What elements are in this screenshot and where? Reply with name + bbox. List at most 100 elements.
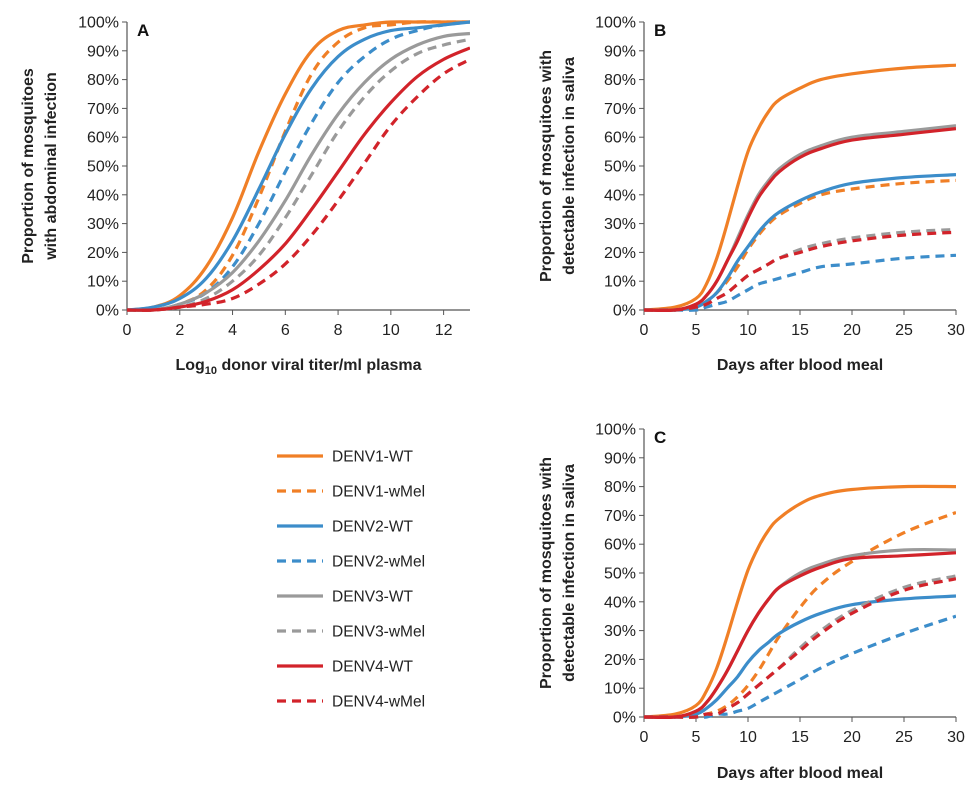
series-line-denv1-wmel xyxy=(644,511,956,719)
y-tick-label: 100% xyxy=(78,15,119,32)
x-tick-label: 25 xyxy=(895,322,913,339)
y-tick-label: 90% xyxy=(604,43,636,60)
x-tick-label: 30 xyxy=(947,322,965,339)
y-tick-label: 30% xyxy=(604,216,636,233)
x-tick-label: 30 xyxy=(947,729,965,746)
x-tick-label: 15 xyxy=(791,729,809,746)
legend-label: DENV4-wMel xyxy=(332,694,425,711)
y-tick-label: 40% xyxy=(604,594,636,611)
x-tick-label: 6 xyxy=(281,322,290,339)
legend-label: DENV4-WT xyxy=(332,659,413,676)
y-tick-label: 10% xyxy=(604,681,636,698)
x-tick-label: 10 xyxy=(739,322,757,339)
y-tick-label: 60% xyxy=(87,130,119,147)
y-tick-label: 70% xyxy=(604,101,636,118)
x-tick-label: 8 xyxy=(334,322,343,339)
x-tick-label: 10 xyxy=(739,729,757,746)
panel-label: B xyxy=(654,21,666,40)
series-line-denv2-wmel xyxy=(127,20,470,313)
y-tick-label: 0% xyxy=(613,303,636,320)
series-line-denv4-wt xyxy=(644,127,956,313)
panel-label: A xyxy=(137,21,149,40)
series-line-denv4-wt xyxy=(127,46,470,312)
x-axis-title: Days after blood meal xyxy=(717,357,883,374)
series-group xyxy=(644,484,956,720)
y-tick-label: 20% xyxy=(604,652,636,669)
legend-label: DENV3-wMel xyxy=(332,624,425,641)
x-tick-label: 20 xyxy=(843,322,861,339)
x-axis-title: Days after blood meal xyxy=(717,765,883,780)
y-tick-label: 0% xyxy=(613,710,636,727)
series-line-denv3-wmel xyxy=(644,227,956,312)
x-tick-label: 5 xyxy=(692,322,701,339)
x-tick-label: 12 xyxy=(435,322,453,339)
y-axis-title: detectable infection in saliva xyxy=(561,57,578,275)
series-line-denv3-wt xyxy=(127,31,470,313)
x-tick-label: 2 xyxy=(175,322,184,339)
x-tick-label: 4 xyxy=(228,322,237,339)
y-tick-label: 10% xyxy=(604,274,636,291)
series-line-denv2-wmel xyxy=(644,253,956,312)
y-tick-label: 80% xyxy=(604,72,636,89)
x-tick-label: 5 xyxy=(692,729,701,746)
y-tick-label: 80% xyxy=(604,479,636,496)
x-tick-label: 0 xyxy=(640,322,649,339)
series-line-denv4-wt xyxy=(644,551,956,720)
y-tick-label: 90% xyxy=(87,43,119,60)
y-axis-title: detectable infection in saliva xyxy=(561,464,578,682)
y-tick-label: 10% xyxy=(87,274,119,291)
legend-label: DENV2-wMel xyxy=(332,554,425,571)
legend-label: DENV2-WT xyxy=(332,519,413,536)
y-tick-label: 80% xyxy=(87,72,119,89)
series-group xyxy=(127,20,470,313)
legend: DENV1-WT DENV1-wMel DENV2-WT DENV2-wMel DENV… xyxy=(277,449,425,711)
y-tick-label: 50% xyxy=(87,159,119,176)
y-tick-label: 40% xyxy=(604,187,636,204)
series-line-denv1-wt xyxy=(127,20,470,312)
series-line-denv1-wt xyxy=(644,63,956,312)
panel-a-chart: 0% 10% 20% 30% 40% 50% 60% 70% 80% 90% 100% 0 2 4 6 8 10… xyxy=(20,15,470,377)
x-tick-label: 0 xyxy=(640,729,649,746)
legend-label: DENV1-wMel xyxy=(332,484,425,501)
series-group xyxy=(644,63,956,313)
y-axis-title: with abdominal infection xyxy=(43,72,60,261)
panel-c-chart: 0% 10% 20% 30% 40% 50% 60% 70% 80% 90% 100% 0 5 10 15 2… xyxy=(538,422,965,783)
y-tick-label: 70% xyxy=(87,101,119,118)
series-line-denv1-wt xyxy=(644,484,956,719)
y-tick-label: 60% xyxy=(604,130,636,147)
legend-label: DENV3-WT xyxy=(332,589,413,606)
y-tick-label: 0% xyxy=(96,303,119,320)
x-tick-label: 25 xyxy=(895,729,913,746)
y-tick-label: 50% xyxy=(604,159,636,176)
panel-b-chart: 0% 10% 20% 30% 40% 50% 60% 70% 80% 90% 100% 0 5 10 15 2… xyxy=(538,15,965,375)
y-tick-label: 100% xyxy=(595,422,636,439)
series-line-denv2-wt xyxy=(644,173,956,312)
y-tick-label: 70% xyxy=(604,508,636,525)
series-line-denv1-wmel xyxy=(127,20,470,313)
y-tick-label: 30% xyxy=(604,623,636,640)
series-line-denv3-wt xyxy=(644,124,956,313)
y-tick-label: 100% xyxy=(595,15,636,32)
y-tick-label: 20% xyxy=(604,245,636,262)
series-line-denv2-wmel xyxy=(644,614,956,719)
series-line-denv2-wt xyxy=(127,20,470,312)
y-axis-title: Proportion of mosquitoes with xyxy=(538,457,555,689)
y-axis-title: Proportion of mosquitoes with xyxy=(538,50,555,282)
y-axis-title: Proportion of mosquitoes xyxy=(20,68,37,264)
x-axis-title: Log10 donor viral titer/ml plasma xyxy=(175,357,421,377)
y-tick-label: 30% xyxy=(87,216,119,233)
x-tick-label: 10 xyxy=(382,322,400,339)
series-line-denv2-wt xyxy=(644,594,956,719)
legend-label: DENV1-WT xyxy=(332,449,413,466)
x-tick-label: 15 xyxy=(791,322,809,339)
series-line-denv4-wmel xyxy=(127,57,470,312)
x-tick-label: 0 xyxy=(123,322,132,339)
series-line-denv3-wmel xyxy=(127,37,470,312)
y-tick-label: 40% xyxy=(87,187,119,204)
y-tick-label: 50% xyxy=(604,566,636,583)
y-tick-label: 60% xyxy=(604,537,636,554)
y-tick-label: 20% xyxy=(87,245,119,262)
y-tick-label: 90% xyxy=(604,450,636,467)
panel-label: C xyxy=(654,428,666,447)
